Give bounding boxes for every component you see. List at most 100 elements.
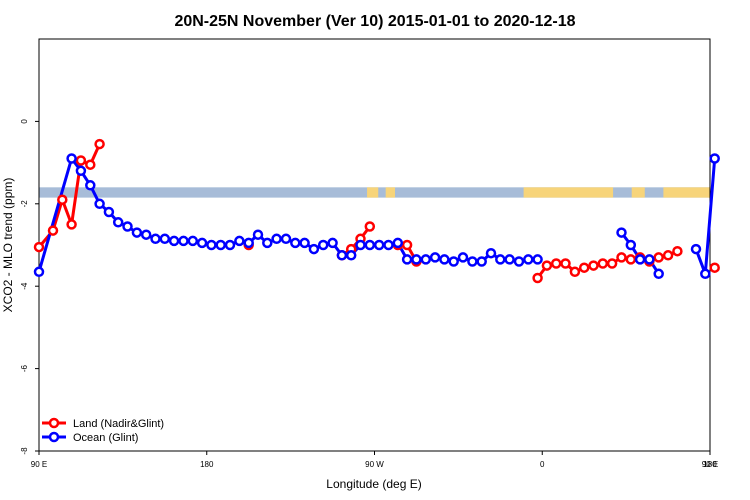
ocean-data-point	[448, 256, 459, 267]
ocean-data-point	[252, 229, 264, 240]
land-data-point	[709, 262, 720, 273]
land-data-point	[560, 258, 571, 269]
ocean-data-point	[187, 235, 199, 247]
y-tick-label: -8	[20, 447, 29, 455]
ocean-data-point	[150, 233, 161, 245]
x-tick-label: 90 E	[702, 460, 718, 469]
chart-title: 20N-25N November (Ver 10) 2015-01-01 to …	[174, 13, 575, 30]
land-data-point	[532, 272, 543, 284]
ocean-data-point	[523, 254, 534, 265]
ocean-data-point	[401, 254, 413, 265]
ocean-data-point	[299, 237, 310, 249]
x-tick-label: 180	[703, 460, 717, 469]
ocean-data-point	[476, 256, 487, 267]
land-data-point	[662, 250, 674, 261]
legend-ocean-label: Ocean (Glint)	[73, 432, 138, 444]
y-tick-label: -6	[20, 364, 29, 372]
ocean-data-point	[439, 254, 450, 265]
ocean-data-point	[122, 221, 133, 232]
ocean-data-point	[178, 235, 189, 247]
land-data-point	[550, 258, 562, 269]
land-data-point	[616, 252, 627, 263]
ocean-data-point	[243, 237, 254, 249]
legend: Land (Nadir&Glint) Ocean (Glint)	[42, 417, 164, 444]
ocean-data-point	[33, 266, 45, 278]
ocean-data-point	[234, 235, 245, 247]
ocean-data-point	[383, 239, 394, 251]
ocean-data-point	[168, 235, 180, 247]
ocean-series-line	[694, 158, 717, 276]
legend-ocean-marker	[48, 431, 60, 443]
land-data-point	[75, 155, 87, 166]
ocean-data-point	[625, 239, 637, 251]
ocean-data-point	[411, 254, 422, 265]
ocean-data-point	[355, 239, 366, 251]
ocean-data-point	[429, 252, 441, 263]
land-data-point	[94, 138, 105, 150]
ocean-data-point	[467, 256, 478, 267]
ocean-data-point	[616, 227, 627, 238]
ocean-data-point	[112, 217, 124, 228]
legend-land-marker	[48, 417, 60, 429]
y-tick-label: 0	[20, 119, 29, 124]
ocean-data-point	[513, 256, 525, 267]
ocean-data-point	[345, 250, 357, 261]
y-tick-label: -4	[20, 282, 29, 290]
ocean-data-point	[373, 239, 385, 251]
ocean-data-point	[224, 239, 236, 251]
ocean-data-point	[634, 254, 646, 265]
ocean-data-point	[690, 243, 702, 255]
x-tick-label: 180	[200, 460, 214, 469]
ocean-data-point	[709, 153, 720, 164]
ocean-data-point	[653, 268, 664, 280]
ocean-data-point	[159, 233, 171, 245]
ocean-data-point	[504, 254, 515, 265]
ocean-data-point	[103, 206, 115, 218]
x-axis-label: Longitude (deg E)	[326, 477, 421, 491]
ocean-data-point	[66, 153, 77, 164]
ocean-data-point	[485, 247, 497, 259]
ocean-data-point	[280, 233, 292, 245]
land-data-point	[66, 219, 77, 230]
series-lines	[37, 143, 717, 279]
ocean-data-point	[131, 227, 143, 238]
map-land-patch	[367, 187, 379, 198]
land-data-point	[541, 260, 553, 271]
map-land-patch	[523, 187, 614, 198]
x-tick-label: 90 E	[31, 460, 47, 469]
ocean-data-point	[140, 229, 152, 240]
ocean-data-point	[336, 250, 348, 261]
ocean-data-point	[262, 237, 273, 249]
ocean-data-point	[215, 239, 226, 251]
land-data-point	[653, 252, 664, 263]
ocean-data-point	[364, 239, 376, 251]
ocean-data-point	[196, 237, 208, 249]
map-background-strip	[39, 187, 710, 198]
x-tick-label: 90 W	[365, 460, 384, 469]
land-data-point	[588, 260, 599, 271]
ocean-data-point	[700, 268, 711, 280]
map-land-patch	[631, 187, 645, 198]
series-points	[33, 138, 720, 284]
ocean-data-point	[392, 237, 404, 249]
ocean-data-point	[644, 254, 655, 265]
land-data-point	[85, 159, 96, 170]
land-data-point	[606, 258, 618, 269]
land-data-point	[578, 262, 590, 273]
ocean-data-point	[327, 237, 338, 249]
ocean-data-point	[271, 233, 282, 245]
legend-land-label: Land (Nadir&Glint)	[73, 418, 164, 430]
map-land-patch	[385, 187, 396, 198]
y-tick-label: -2	[20, 200, 29, 208]
ocean-data-point	[317, 239, 329, 251]
ocean-data-point	[532, 254, 543, 265]
ocean-data-point	[85, 180, 96, 191]
land-data-point	[672, 245, 683, 257]
y-axis-label: XCO2 - MLO trend (ppm)	[1, 178, 15, 313]
land-data-point	[597, 258, 609, 269]
land-data-point	[47, 225, 59, 236]
ocean-data-point	[457, 252, 469, 263]
ocean-data-point	[290, 237, 301, 249]
ocean-data-point	[495, 254, 506, 265]
